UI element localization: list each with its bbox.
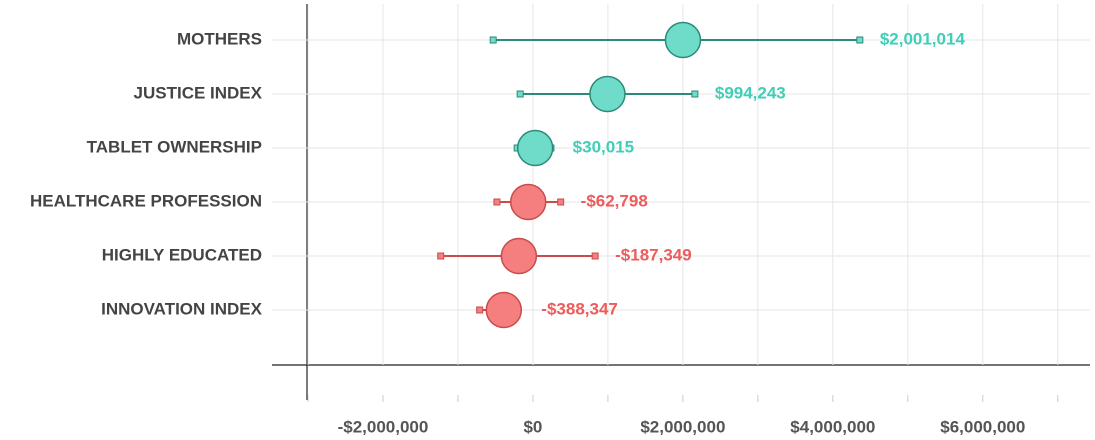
error-cap bbox=[691, 90, 699, 98]
dot bbox=[516, 129, 554, 167]
dot bbox=[589, 75, 626, 113]
value-label: -$388,347 bbox=[541, 299, 618, 318]
category-label: HEALTHCARE PROFESSION bbox=[30, 191, 262, 210]
value-label: $2,001,014 bbox=[880, 29, 966, 48]
dot bbox=[500, 237, 538, 275]
category-label: TABLET OWNERSHIP bbox=[87, 137, 262, 156]
value-label: -$187,349 bbox=[615, 245, 692, 264]
x-tick-label: $4,000,000 bbox=[790, 417, 875, 436]
x-tick-label: $2,000,000 bbox=[640, 417, 725, 436]
error-cap bbox=[591, 252, 599, 260]
dot bbox=[485, 291, 523, 329]
x-tick-label: $0 bbox=[523, 417, 542, 436]
value-label: -$62,798 bbox=[581, 191, 648, 210]
error-cap bbox=[856, 36, 864, 44]
grid bbox=[272, 4, 1090, 402]
error-cap bbox=[489, 36, 497, 44]
value-label: $994,243 bbox=[715, 83, 786, 102]
category-label: MOTHERS bbox=[177, 29, 262, 48]
category-label: JUSTICE INDEX bbox=[134, 83, 263, 102]
x-tick-label: -$2,000,000 bbox=[338, 417, 429, 436]
value-label: $30,015 bbox=[573, 137, 634, 156]
dot bbox=[664, 21, 702, 59]
category-label: INNOVATION INDEX bbox=[101, 299, 263, 318]
error-cap bbox=[437, 252, 445, 260]
error-cap bbox=[493, 198, 501, 206]
error-cap bbox=[557, 198, 565, 206]
category-label: HIGHLY EDUCATED bbox=[102, 245, 262, 264]
dot bbox=[509, 183, 547, 221]
error-cap bbox=[476, 306, 484, 314]
x-tick-label: $6,000,000 bbox=[940, 417, 1025, 436]
error-cap bbox=[516, 90, 524, 98]
